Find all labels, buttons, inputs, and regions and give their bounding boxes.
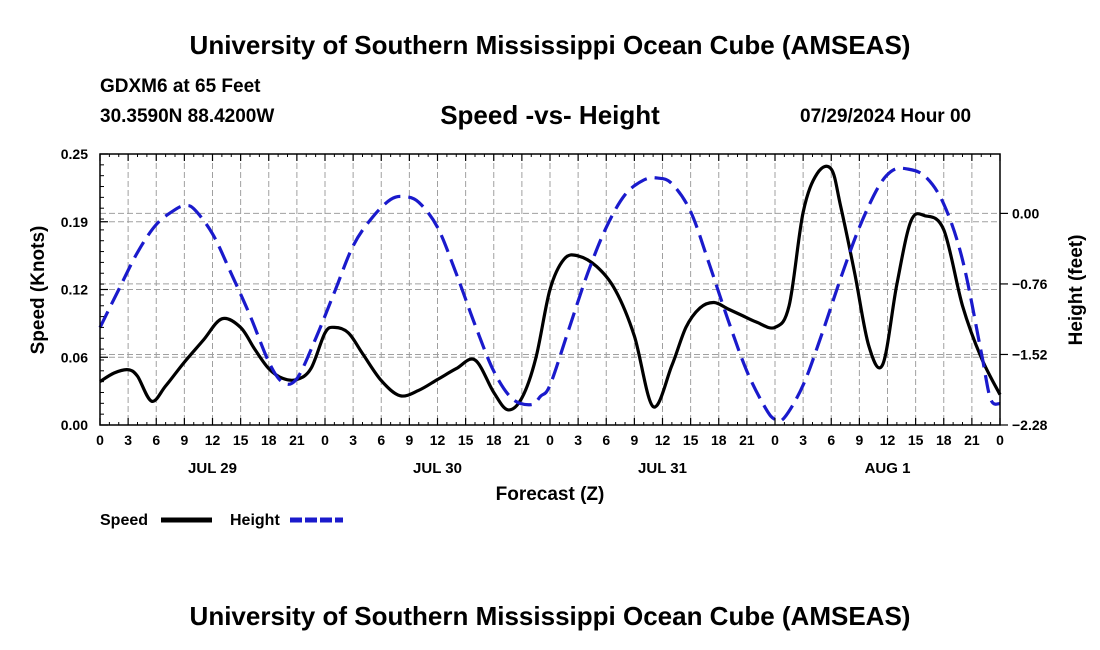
x-tick-label: 18 — [486, 432, 502, 448]
footer-title: University of Southern Mississippi Ocean… — [189, 601, 911, 631]
x-tick-label: 12 — [880, 432, 896, 448]
chart-subtitle: Speed -vs- Height — [440, 100, 660, 130]
x-axis-title: Forecast (Z) — [496, 484, 605, 505]
y-tick-label: 0.12 — [61, 282, 88, 298]
x-tick-label: 18 — [936, 432, 952, 448]
date-label: AUG 1 — [865, 460, 911, 477]
x-tick-label: 15 — [908, 432, 924, 448]
x-tick-label: 0 — [771, 432, 779, 448]
y2-tick-label: −1.52 — [1012, 346, 1048, 362]
axis-labels: 0 3 6 9 12 15 18 21 0 3 6 9 12 15 18 21 0 3 6 9 12 15 18 21 0 3 6 9… — [61, 146, 1048, 477]
issue-time: 07/29/2024 Hour 00 — [800, 106, 972, 127]
x-tick-label: 6 — [152, 432, 160, 448]
main-title: University of Southern Mississippi Ocean… — [189, 30, 911, 60]
x-tick-label: 6 — [827, 432, 835, 448]
x-tick-label: 9 — [405, 432, 413, 448]
y-tick-label: 0.06 — [61, 349, 88, 365]
x-tick-label: 21 — [289, 432, 305, 448]
x-tick-label: 12 — [430, 432, 446, 448]
station-coordinates: 30.3590N 88.4200W — [100, 106, 275, 127]
y-tick-label: 0.19 — [61, 214, 88, 230]
y2-axis-title: Height (feet) — [1066, 235, 1087, 346]
x-tick-label: 3 — [349, 432, 357, 448]
date-label: JUL 31 — [638, 460, 687, 477]
axes — [99, 153, 1008, 426]
date-label: JUL 29 — [188, 460, 237, 477]
x-tick-label: 21 — [514, 432, 530, 448]
x-tick-label: 9 — [180, 432, 188, 448]
x-tick-label: 18 — [261, 432, 277, 448]
legend: Speed Height — [100, 512, 343, 529]
x-tick-label: 12 — [655, 432, 671, 448]
x-tick-label: 15 — [683, 432, 699, 448]
x-tick-label: 3 — [124, 432, 132, 448]
x-tick-label: 15 — [233, 432, 249, 448]
date-label: JUL 30 — [413, 460, 462, 477]
x-tick-label: 12 — [205, 432, 221, 448]
y2-tick-label: −0.76 — [1012, 276, 1048, 292]
y-tick-label: 0.00 — [61, 417, 88, 433]
x-tick-label: 0 — [996, 432, 1004, 448]
x-tick-label: 0 — [321, 432, 329, 448]
x-tick-label: 0 — [546, 432, 554, 448]
x-tick-label: 21 — [964, 432, 980, 448]
y2-tick-label: −2.28 — [1012, 417, 1048, 433]
x-tick-label: 3 — [799, 432, 807, 448]
x-tick-label: 0 — [96, 432, 104, 448]
height-series-line — [98, 166, 1001, 423]
speed-series-line — [99, 164, 1002, 412]
series-layer — [98, 164, 1002, 423]
x-tick-label: 3 — [574, 432, 582, 448]
legend-label-speed: Speed — [100, 512, 148, 529]
x-tick-label: 6 — [377, 432, 385, 448]
y-tick-label: 0.25 — [61, 146, 88, 162]
station-name: GDXM6 at 65 Feet — [100, 76, 261, 97]
y-axis-title: Speed (Knots) — [28, 226, 49, 355]
x-tick-label: 15 — [458, 432, 474, 448]
x-tick-label: 6 — [602, 432, 610, 448]
y2-tick-label: 0.00 — [1012, 205, 1039, 221]
x-tick-label: 18 — [711, 432, 727, 448]
x-tick-label: 21 — [739, 432, 755, 448]
x-tick-label: 9 — [630, 432, 638, 448]
legend-label-height: Height — [230, 512, 280, 529]
x-tick-label: 9 — [855, 432, 863, 448]
